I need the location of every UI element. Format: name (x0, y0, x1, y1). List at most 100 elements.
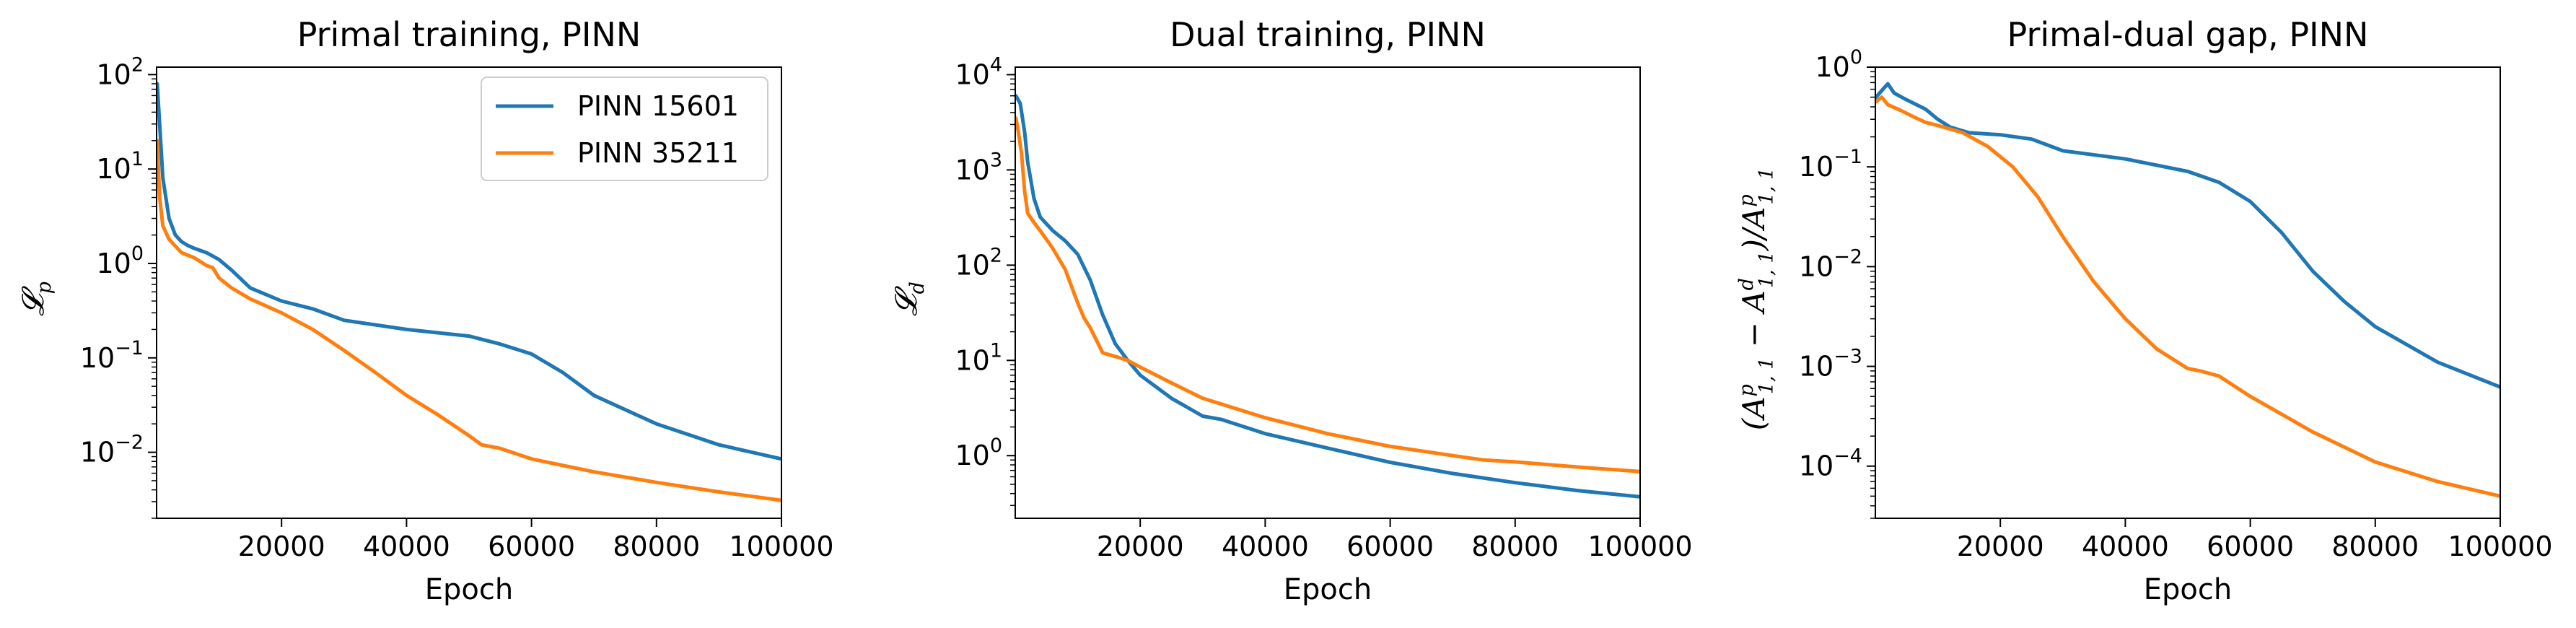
y-tick-label-exponent: 0 (1850, 46, 1862, 69)
y-tick-label: 104 (955, 53, 1002, 90)
y-tick-label-base: 10 (955, 249, 989, 281)
ylabel-a-primal-denominator-sub: 1, 1 (1756, 167, 1778, 205)
y-tick-label: 10−1 (80, 337, 144, 374)
chart-title: Dual training, PINN (1170, 15, 1486, 54)
x-tick-label: 20000 (1957, 531, 2044, 562)
y-axis-label-sub: p (33, 282, 56, 294)
x-tick-label: 40000 (1222, 531, 1309, 562)
ylabel-close-paren: )/ (1736, 226, 1771, 251)
y-tick-label: 100 (1815, 46, 1862, 83)
y-tick-label-exponent: −4 (1834, 445, 1862, 468)
y-tick-label-exponent: −3 (1834, 346, 1862, 368)
chart-title: Primal training, PINN (297, 15, 641, 54)
y-tick-label-exponent: −2 (1834, 245, 1862, 268)
y-tick-label: 10−3 (1799, 346, 1862, 383)
y-tick-label-exponent: −1 (115, 337, 144, 359)
y-tick-label: 10−4 (1799, 445, 1862, 482)
y-tick-label-base: 10 (96, 248, 131, 279)
x-tick-label: 100000 (1587, 531, 1692, 562)
ylabel-a-dual-sub: 1, 1 (1756, 251, 1778, 289)
ylabel-a-dual-sup: d (1735, 278, 1758, 290)
y-tick-label-base: 10 (1815, 51, 1849, 83)
y-tick-label-base: 10 (955, 344, 989, 376)
chart-primal-training: Primal training, PINN Epoch 𝓛p 20000 4000… (15, 15, 834, 606)
y-tick-label-exponent: −2 (115, 432, 144, 454)
x-tick-label: 60000 (1346, 531, 1434, 562)
y-tick-label: 102 (955, 244, 1002, 281)
y-tick-label-exponent: 2 (131, 53, 144, 76)
ylabel-a-primal-sup: p (1735, 384, 1758, 396)
ylabel-open-paren: ( (1736, 417, 1771, 430)
axis-ticks: 20000 40000 60000 80000 10000010−210−1100101… (80, 53, 834, 562)
x-tick-label: 20000 (238, 531, 325, 562)
y-tick-label-base: 10 (96, 153, 131, 185)
x-axis-label: Epoch (425, 573, 513, 606)
x-tick-label: 40000 (2082, 531, 2169, 562)
plot-series (1015, 94, 1640, 499)
y-tick-label-base: 10 (955, 440, 989, 471)
x-tick-label: 60000 (2207, 531, 2294, 562)
x-axis-label: Epoch (2144, 573, 2232, 606)
series-line-orange (1875, 95, 2500, 498)
x-tick-label: 60000 (488, 531, 575, 562)
plot-frame (1015, 66, 1641, 519)
y-tick-label-base: 10 (80, 342, 115, 374)
series-line-orange (157, 139, 781, 502)
plot-frame (1875, 66, 2501, 519)
axis-ticks: 20000 40000 60000 80000 10000010−410−310−210… (1799, 46, 2553, 562)
legend-label-pinn-35211: PINN 35211 (577, 137, 739, 169)
x-tick-label: 80000 (2331, 531, 2419, 562)
plot-frame (156, 66, 782, 519)
chart-dual-training: Dual training, PINN Epoch 𝓛d 20000 40000 6… (888, 15, 1693, 606)
chart-primal-dual-gap: Primal-dual gap, PINN Epoch (Ap1, 1 − Ad… (1735, 15, 2553, 606)
x-axis-label: Epoch (1284, 573, 1372, 606)
chart-title: Primal-dual gap, PINN (2007, 15, 2369, 54)
y-tick-label: 100 (955, 435, 1002, 471)
y-axis-label: 𝓛p (15, 282, 56, 316)
ylabel-a-primal-sub: 1, 1 (1756, 357, 1778, 395)
y-tick-label-base: 10 (1799, 450, 1834, 482)
ylabel-a-primal: A (1736, 396, 1771, 421)
x-tick-label: 80000 (613, 531, 700, 562)
x-tick-label: 100000 (729, 531, 833, 562)
y-tick-label-exponent: 1 (131, 148, 144, 170)
y-tick-label-exponent: 2 (990, 244, 1002, 266)
ylabel-a-primal-denominator: A (1736, 207, 1771, 232)
x-tick-label: 100000 (2448, 531, 2552, 562)
y-tick-label-base: 10 (955, 154, 989, 186)
plot-series (1875, 82, 2500, 498)
plot-series (157, 82, 781, 502)
axis-ticks: 20000 40000 60000 80000 10000010010110210310… (955, 53, 1692, 562)
y-tick-label-exponent: 4 (990, 53, 1002, 76)
series-line-blue (157, 82, 781, 461)
y-tick-label-exponent: 3 (990, 149, 1002, 171)
y-axis-label-sub: d (906, 282, 929, 294)
y-tick-label-exponent: 0 (131, 243, 144, 265)
series-line-blue (1015, 94, 1640, 499)
x-tick-label: 20000 (1097, 531, 1184, 562)
y-tick-label-exponent: 1 (990, 339, 1002, 362)
y-tick-label: 102 (96, 53, 144, 90)
y-tick-label: 10−2 (80, 432, 144, 468)
x-tick-label: 40000 (363, 531, 450, 562)
y-tick-label: 101 (96, 148, 144, 185)
y-tick-label-base: 10 (96, 58, 131, 90)
y-tick-label: 10−2 (1799, 245, 1862, 282)
y-tick-label: 103 (955, 149, 1002, 186)
ylabel-a-primal-denominator-sup: p (1735, 194, 1758, 206)
y-axis-label: 𝓛d (888, 282, 929, 316)
series-line-blue (1875, 82, 2500, 389)
legend-label-pinn-15601: PINN 15601 (577, 90, 739, 122)
y-tick-label-base: 10 (1799, 250, 1834, 282)
legend: PINN 15601 PINN 35211 (481, 77, 768, 181)
y-tick-label-base: 10 (80, 437, 115, 468)
series-line-orange (1015, 116, 1640, 474)
ylabel-minus: − (1736, 313, 1771, 357)
y-tick-label-exponent: 0 (990, 435, 1002, 457)
y-tick-label: 101 (955, 339, 1002, 376)
y-tick-label-base: 10 (1799, 151, 1834, 183)
y-tick-label-base: 10 (1799, 351, 1834, 383)
y-tick-label: 100 (96, 243, 144, 279)
y-tick-label: 10−1 (1799, 146, 1862, 183)
